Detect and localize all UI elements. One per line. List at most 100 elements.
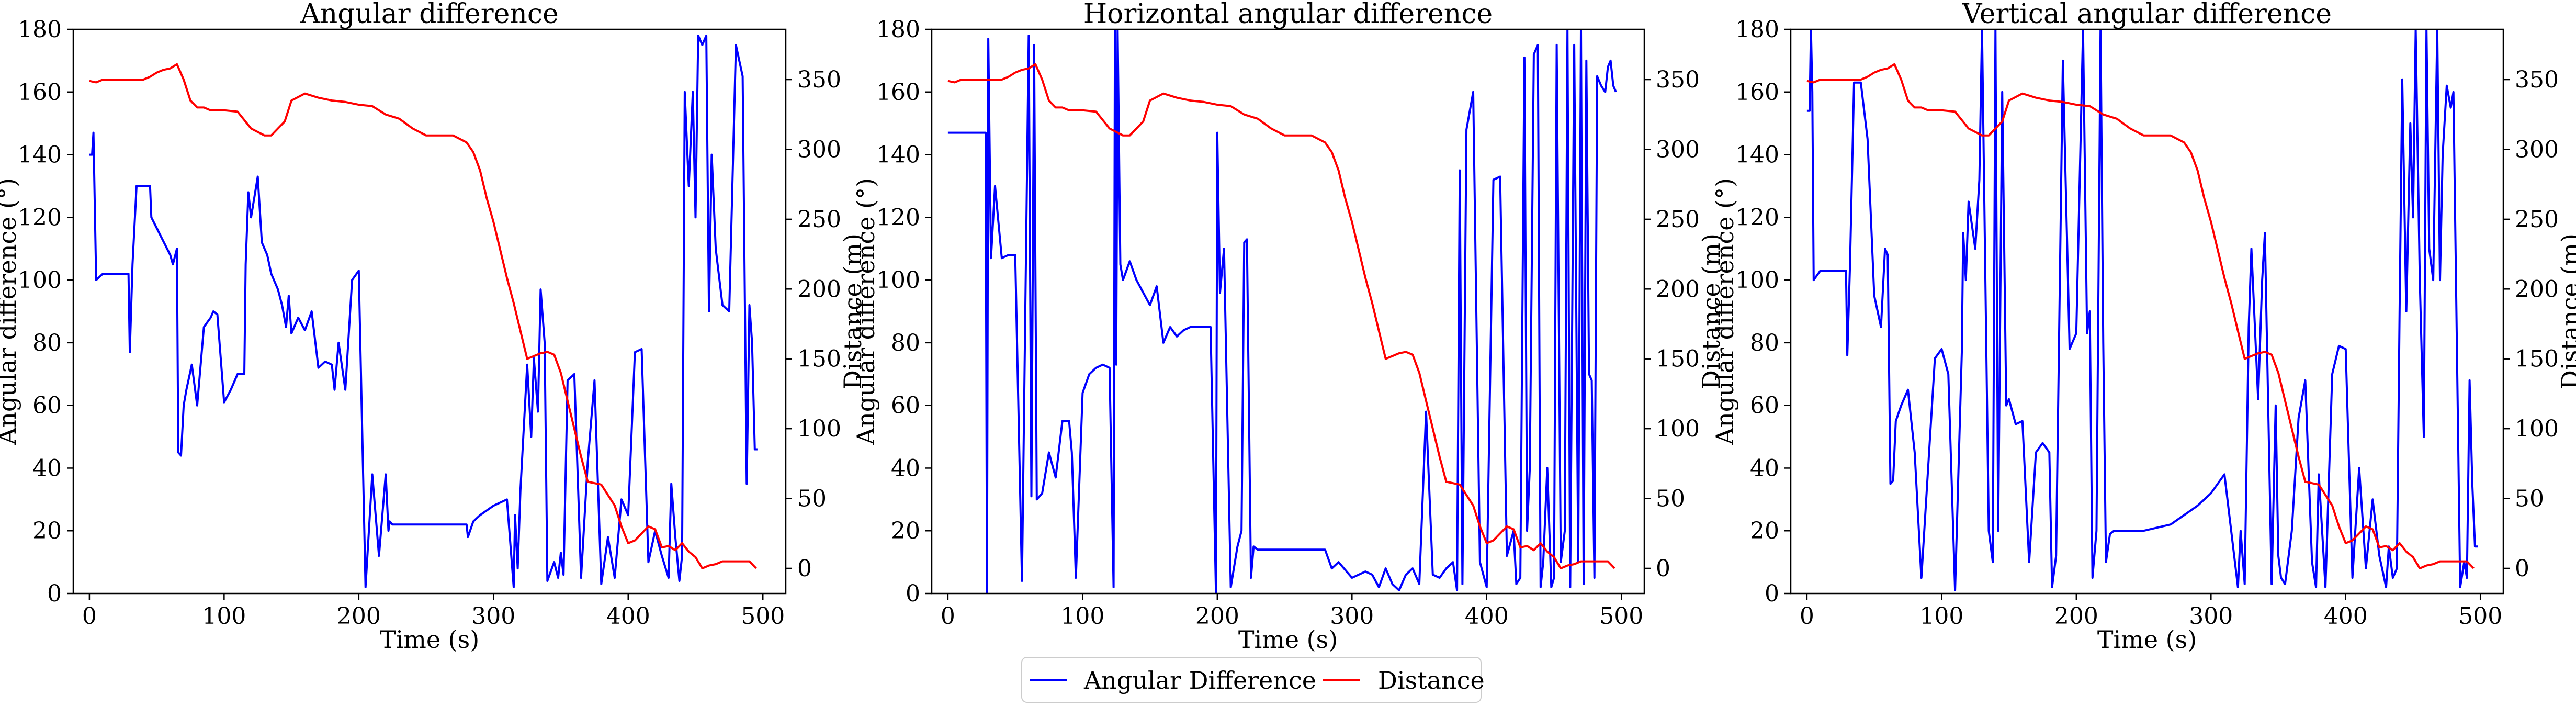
legend: Angular Difference Distance <box>1021 657 1485 703</box>
y2-tick-label: 0 <box>1656 555 1670 582</box>
y2-axis-label: Distance (m) <box>1697 233 1725 389</box>
axes-frame <box>72 28 787 595</box>
chart-title: Horizontal angular difference <box>1083 0 1493 30</box>
axes-frame <box>931 28 1645 595</box>
y2-tick-label: 350 <box>2515 66 2559 93</box>
x-tick-label: 100 <box>1919 603 1963 630</box>
y-tick-label: 40 <box>891 455 920 481</box>
y2-tick-label: 200 <box>1656 276 1700 302</box>
distance-line <box>1806 63 2475 569</box>
y2-tick-label: 100 <box>1656 416 1700 442</box>
y2-tick-label: 200 <box>797 276 841 302</box>
x-tick-label: 500 <box>1599 603 1643 630</box>
y-tick-label: 100 <box>18 267 62 294</box>
panel-vertical-angular-difference: 0 100 200 300 400 500020406080100120140160180… <box>1711 0 2576 654</box>
y2-tick-label: 150 <box>2515 346 2559 373</box>
y-tick-label: 140 <box>18 142 62 169</box>
axes-frame <box>1790 28 2504 595</box>
y2-tick-label: 350 <box>797 66 841 93</box>
y-tick-label: 160 <box>18 79 62 106</box>
y2-tick-label: 300 <box>797 136 841 163</box>
x-tick-label: 200 <box>337 603 381 630</box>
y2-tick-label: 0 <box>797 555 812 582</box>
panel-horizontal-angular-difference: 0 100 200 300 400 500020406080100120140160180… <box>852 0 1725 654</box>
chart-title: Angular difference <box>300 0 559 30</box>
y-tick-label: 0 <box>1765 580 1779 607</box>
y-tick-label: 20 <box>1750 518 1779 544</box>
x-tick-label: 100 <box>1060 603 1104 630</box>
y2-tick-label: 300 <box>1656 136 1700 163</box>
y-tick-label: 60 <box>1750 393 1779 419</box>
x-tick-label: 400 <box>606 603 650 630</box>
angular-difference-line <box>89 35 758 588</box>
y2-tick-label: 50 <box>797 486 827 512</box>
y-tick-label: 120 <box>876 204 920 231</box>
y2-tick-label: 150 <box>797 346 841 373</box>
y-tick-label: 100 <box>876 267 920 294</box>
y-tick-label: 20 <box>32 518 62 544</box>
distance-line <box>89 63 757 569</box>
y-tick-label: 160 <box>876 79 920 106</box>
y-tick-label: 180 <box>1735 16 1779 43</box>
y-tick-label: 180 <box>18 16 62 43</box>
y-tick-label: 80 <box>32 330 62 356</box>
y-tick-label: 140 <box>876 142 920 169</box>
y2-tick-label: 100 <box>2515 416 2559 442</box>
y-axis-label: Angular difference (°) <box>852 178 880 445</box>
y2-axis-label: Distance (m) <box>839 233 867 389</box>
y2-tick-label: 250 <box>2515 206 2559 233</box>
y-tick-label: 80 <box>891 330 920 356</box>
y-tick-label: 20 <box>891 518 920 544</box>
legend-label-distance: Distance <box>1378 666 1485 694</box>
legend-frame <box>1021 657 1482 703</box>
x-axis-label: Time (s) <box>1238 625 1338 654</box>
y-axis-label: Angular difference (°) <box>1711 178 1739 445</box>
y-tick-label: 140 <box>1735 142 1779 169</box>
y2-tick-label: 200 <box>2515 276 2559 302</box>
y2-tick-label: 250 <box>797 206 841 233</box>
angular-difference-line <box>1806 29 2478 591</box>
y-tick-label: 120 <box>18 204 62 231</box>
y-tick-label: 60 <box>891 393 920 419</box>
x-tick-label: 300 <box>2189 603 2233 630</box>
y2-tick-label: 0 <box>2515 555 2529 582</box>
x-tick-label: 100 <box>202 603 246 630</box>
x-tick-label: 0 <box>1800 603 1814 630</box>
x-tick-label: 500 <box>741 603 785 630</box>
x-tick-label: 200 <box>2054 603 2098 630</box>
x-axis-label: Time (s) <box>2097 625 2197 654</box>
x-tick-label: 0 <box>82 603 97 630</box>
y-tick-label: 160 <box>1735 79 1779 106</box>
x-axis-label: Time (s) <box>380 625 479 654</box>
panel-angular-difference: 0 100 200 300 400 500020406080100120140160180… <box>0 0 867 654</box>
y2-tick-label: 50 <box>1656 486 1685 512</box>
x-tick-label: 300 <box>471 603 515 630</box>
y-axis-label: Angular difference (°) <box>0 178 21 445</box>
y2-tick-label: 250 <box>1656 206 1700 233</box>
y-tick-label: 80 <box>1750 330 1779 356</box>
y-tick-label: 120 <box>1735 204 1779 231</box>
legend-label-angular: Angular Difference <box>1083 666 1316 694</box>
y2-tick-label: 150 <box>1656 346 1700 373</box>
y2-tick-label: 50 <box>2515 486 2544 512</box>
y2-tick-label: 300 <box>2515 136 2559 163</box>
distance-line <box>947 63 1615 569</box>
y2-tick-label: 100 <box>797 416 841 442</box>
y-tick-label: 100 <box>1735 267 1779 294</box>
y-tick-label: 180 <box>876 16 920 43</box>
x-tick-label: 0 <box>941 603 955 630</box>
x-tick-label: 500 <box>2458 603 2502 630</box>
y-tick-label: 40 <box>32 455 62 481</box>
y2-axis-label: Distance (m) <box>2556 233 2576 389</box>
x-tick-label: 200 <box>1195 603 1239 630</box>
angular-difference-line <box>947 29 1617 593</box>
y-tick-label: 40 <box>1750 455 1779 481</box>
y-tick-label: 60 <box>32 393 62 419</box>
y-tick-label: 0 <box>906 580 920 607</box>
x-tick-label: 400 <box>2324 603 2368 630</box>
x-tick-label: 300 <box>1330 603 1374 630</box>
y-tick-label: 0 <box>47 580 62 607</box>
y2-tick-label: 350 <box>1656 66 1700 93</box>
x-tick-label: 400 <box>1465 603 1509 630</box>
